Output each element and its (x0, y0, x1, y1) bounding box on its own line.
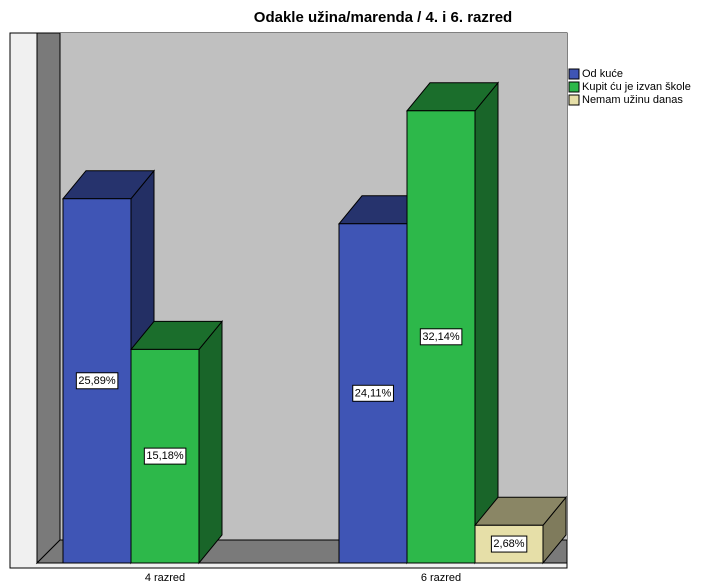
bar (130, 348, 200, 564)
value-label: 24,11% (355, 387, 392, 399)
bar (474, 524, 544, 564)
value-label-box (490, 535, 528, 553)
value-label-box (419, 328, 463, 346)
legend-label: Od kuće (582, 68, 623, 80)
value-label: 25,89% (78, 375, 116, 387)
value-label-box (143, 447, 187, 465)
value-label: 32,14% (422, 331, 460, 343)
value-label-box (75, 372, 119, 390)
legend-label: Nemam užinu danas (582, 94, 683, 106)
x-tick-label: 4 razred (145, 572, 185, 584)
legend-label: Kupit ću je izvan škole (582, 81, 691, 93)
value-label: 15,18% (146, 450, 184, 462)
legend-swatch (568, 94, 580, 106)
bar-side (198, 320, 223, 565)
side-wall (36, 32, 61, 565)
value-label: 2,68% (493, 538, 524, 550)
value-label-box (352, 384, 394, 402)
legend-swatch (568, 68, 580, 80)
chart-title: Odakle užina/marenda / 4. i 6. razred (254, 9, 512, 26)
legend-swatch (568, 81, 580, 93)
x-tick-label: 6 razred (421, 572, 461, 584)
bar-side (474, 81, 499, 565)
